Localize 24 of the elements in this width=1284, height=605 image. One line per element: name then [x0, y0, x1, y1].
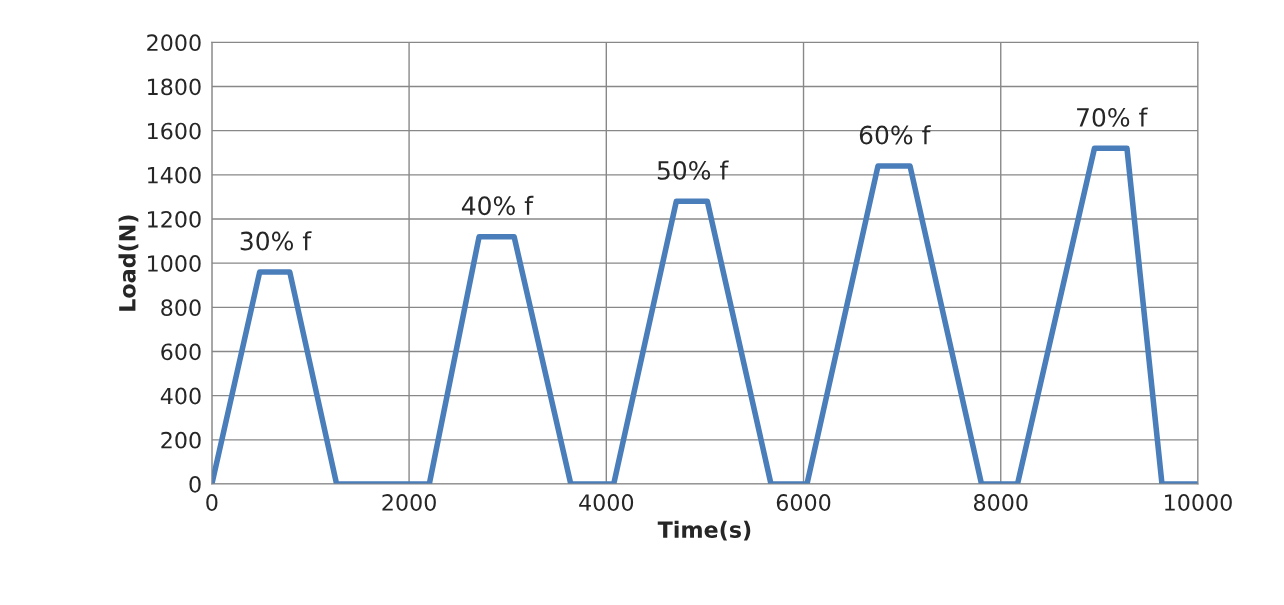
x-tick-label: 2000 — [382, 494, 436, 511]
y-tick-label: 1200 — [148, 210, 201, 228]
annotation: 30% f — [240, 231, 312, 251]
x-tick-label: 8000 — [973, 494, 1028, 511]
annotation: 50% f — [657, 160, 729, 180]
y-tick-label: 1600 — [148, 122, 201, 140]
y-tick-label: 1000 — [148, 255, 201, 272]
annotation: 60% f — [859, 125, 931, 145]
y-tick-label: 400 — [160, 387, 201, 405]
x-tick-label: 4000 — [579, 494, 634, 511]
x-tick-label: 0 — [206, 494, 218, 511]
x-axis-title: Time(s) — [657, 520, 751, 541]
y-tick-label: 800 — [161, 299, 201, 317]
x-tick-label: 6000 — [776, 494, 831, 511]
y-tick-label: 1400 — [148, 166, 201, 184]
y-tick-label: 2000 — [147, 34, 201, 52]
y-tick-label: 200 — [161, 431, 201, 449]
y-tick-label: 600 — [161, 343, 201, 361]
x-tick-label: 10000 — [1165, 494, 1232, 511]
y-axis-title: Load(N) — [118, 215, 139, 311]
annotation: 40% f — [461, 195, 534, 216]
y-tick-label: 1800 — [148, 78, 201, 96]
y-tick-label: 0 — [189, 475, 201, 493]
annotation: 70% f — [1077, 107, 1148, 127]
